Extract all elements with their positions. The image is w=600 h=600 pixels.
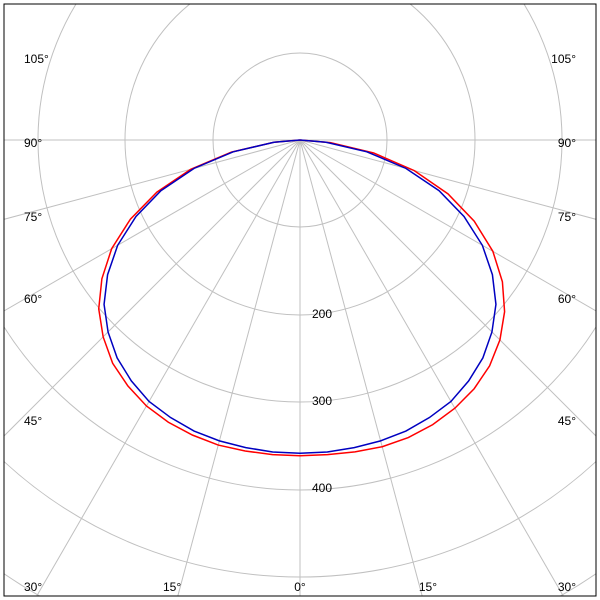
angle-label-60deg-right: 60°	[558, 292, 576, 306]
angle-label-15deg-right: 15°	[419, 580, 437, 594]
angle-label-75deg-left: 75°	[24, 210, 42, 224]
angle-label-90deg-left: 90°	[24, 136, 42, 150]
angle-label-30deg-right: 30°	[558, 580, 576, 594]
angle-label-30deg-left: 30°	[24, 580, 42, 594]
radial-label-200: 200	[312, 307, 332, 321]
angle-label-45deg-right: 45°	[558, 414, 576, 428]
radial-label-300: 300	[312, 394, 332, 408]
angle-label-105deg-right: 105°	[551, 52, 576, 66]
angle-label-75deg-right: 75°	[558, 210, 576, 224]
chart-container: 200 300 400 30° 15° 0° 15° 30° 45° 45° 60° 60° 75° 75…	[0, 0, 600, 600]
angle-label-15deg-left: 15°	[163, 580, 181, 594]
angle-label-0deg-center: 0°	[294, 580, 306, 594]
angle-label-105deg-left: 105°	[24, 52, 49, 66]
angle-label-90deg-right: 90°	[558, 136, 576, 150]
angle-label-45deg-left: 45°	[24, 414, 42, 428]
angle-label-60deg-left: 60°	[24, 292, 42, 306]
polar-chart: 200 300 400 30° 15° 0° 15° 30° 45° 45° 60° 60° 75° 75…	[0, 0, 600, 600]
radial-label-400: 400	[312, 481, 332, 495]
